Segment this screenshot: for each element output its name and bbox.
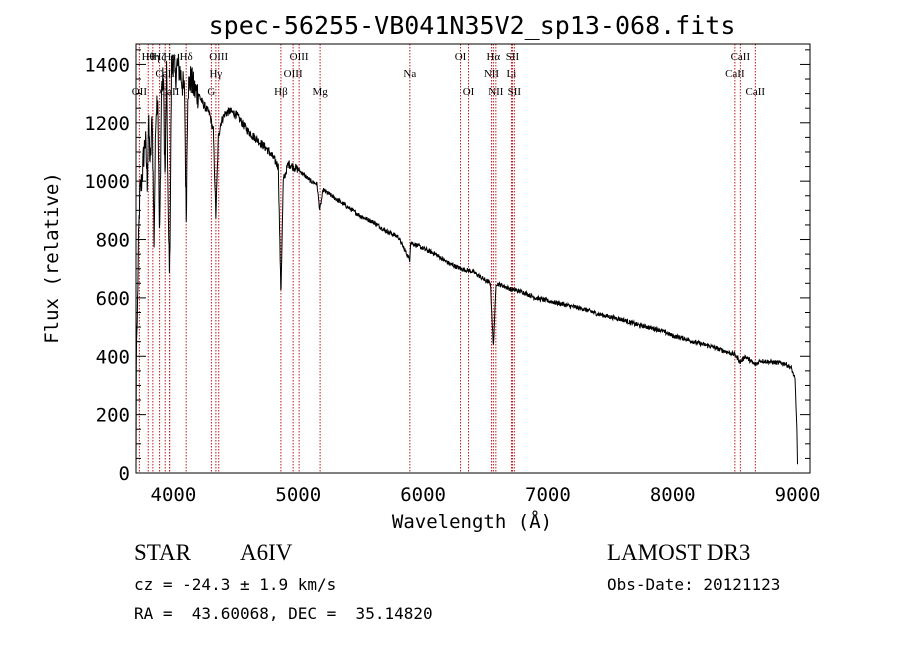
marker-label: Mg: [312, 86, 328, 98]
marker-label: OIII: [290, 51, 309, 63]
y-tick-label: 1000: [84, 171, 130, 193]
y-axis-label: Flux (relative): [41, 172, 63, 344]
marker-label: Hη: [146, 51, 160, 63]
marker-label: Hβ: [274, 86, 288, 98]
marker-label: G: [207, 86, 215, 98]
marker-label: CaII: [160, 86, 180, 98]
redshift-cz: cz = -24.3 ± 1.9 km/s: [134, 575, 337, 594]
marker-label: SII: [506, 51, 520, 63]
x-tick-label: 5000: [275, 484, 321, 506]
marker-label: Na: [403, 68, 416, 80]
y-tick-label: 200: [96, 405, 130, 427]
marker-label: NII: [484, 68, 500, 80]
spectrum-line: [135, 53, 799, 474]
y-tick-label: 800: [96, 230, 130, 252]
coordinates: RA = 43.60068, DEC = 35.14820: [134, 604, 433, 623]
plot-frame: [135, 43, 811, 474]
chart-title: spec-56255-VB041N35V2_sp13-068.fits: [209, 11, 736, 40]
object-class: STAR: [134, 540, 191, 565]
y-tick-label: 0: [119, 463, 130, 485]
line-markers: [138, 44, 756, 473]
marker-label: CaII: [731, 51, 751, 63]
x-tick-label: 8000: [650, 484, 696, 506]
marker-label: OII: [132, 86, 148, 98]
marker-label: OIII: [209, 51, 228, 63]
marker-label: Hθ: [142, 51, 155, 63]
marker-label: Hα: [486, 51, 500, 63]
marker-label: Hζ: [153, 51, 166, 63]
x-axis-label: Wavelength (Å): [392, 510, 552, 533]
marker-label: Hδ: [180, 51, 193, 63]
x-tick-label: 6000: [400, 484, 446, 506]
marker-label: CaII: [155, 68, 175, 80]
observation-date: Obs-Date: 20121123: [607, 575, 781, 594]
y-tick-label: 400: [96, 346, 130, 368]
marker-label: NII: [488, 86, 504, 98]
marker-label: CaII: [746, 86, 766, 98]
axis-ticks: [136, 49, 810, 474]
axis-tick-labels: 4000 5000 6000 7000 8000 9000 0 200 400 600 800 100…: [84, 54, 820, 506]
y-tick-label: 1400: [84, 54, 130, 76]
x-tick-label: 4000: [151, 484, 197, 506]
x-tick-label: 7000: [525, 484, 571, 506]
marker-label: Hγ: [209, 68, 222, 80]
marker-label: OI: [455, 51, 467, 63]
marker-label: OI: [463, 86, 475, 98]
marker-label: CaII: [725, 68, 745, 80]
survey-name: LAMOST DR3: [607, 540, 751, 565]
x-tick-label: 9000: [775, 484, 821, 506]
marker-label: OIII: [284, 68, 303, 80]
y-tick-label: 600: [96, 288, 130, 310]
marker-label: SII: [508, 86, 522, 98]
y-tick-label: 1200: [84, 113, 130, 135]
marker-label: Li: [507, 68, 517, 80]
object-subclass: A6IV: [240, 540, 293, 565]
